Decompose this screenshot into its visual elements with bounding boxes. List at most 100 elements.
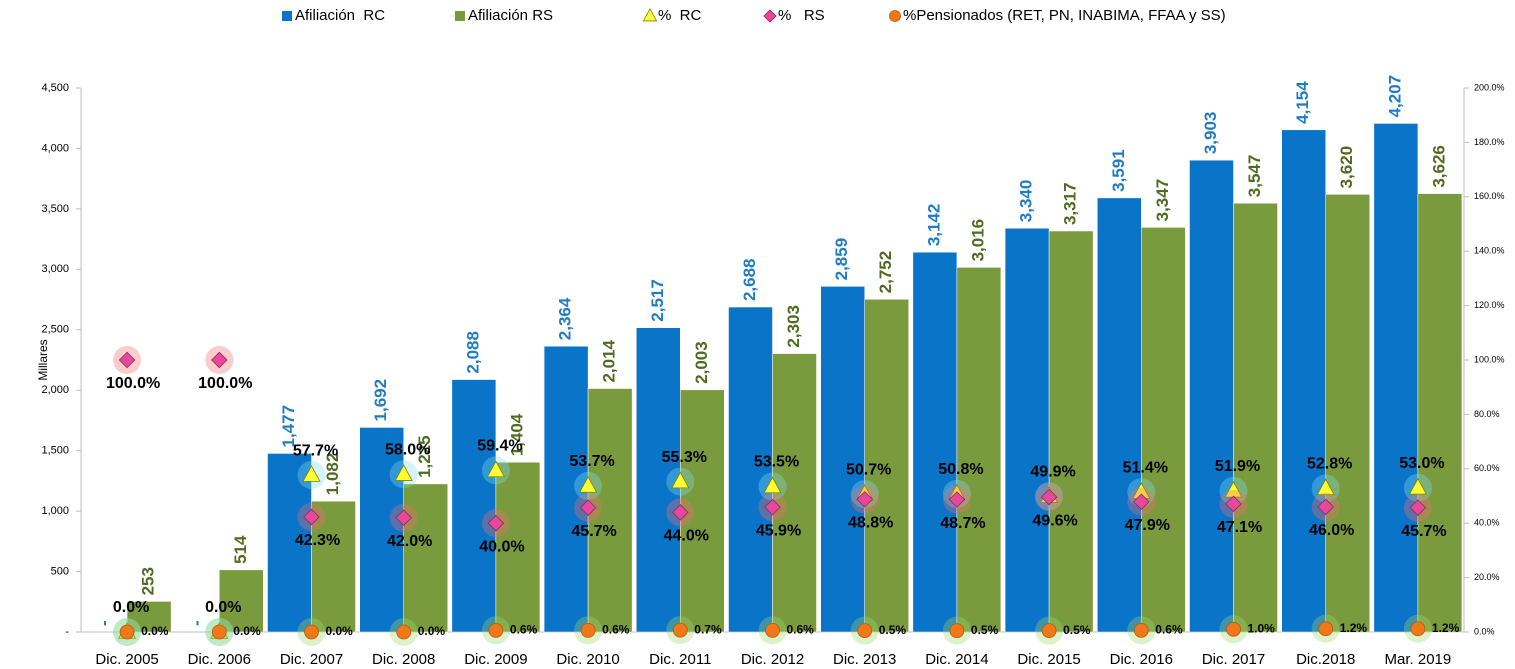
point-marker <box>486 460 505 478</box>
bar-value-label: 3,347 <box>1153 179 1172 222</box>
point-value-label: 47.1% <box>1217 519 1262 536</box>
point-value-label: 45.9% <box>756 522 801 539</box>
point-marker <box>764 498 781 516</box>
y2-tick-label: 120.0% <box>1474 300 1505 310</box>
point-marker <box>1133 493 1150 510</box>
x-tick-label: Dic. 2016 <box>1110 651 1173 668</box>
bar-value-label: 1,225 <box>415 435 434 478</box>
y-tick-label: 2,000 <box>41 384 69 396</box>
legend-label: % RS <box>778 7 825 24</box>
x-tick-label: Dic. 2017 <box>1202 651 1265 668</box>
point-value-label: 0.0% <box>233 624 261 638</box>
bar <box>636 327 681 633</box>
point-value-label: 49.9% <box>1030 463 1075 480</box>
point-value-label: 40.0% <box>479 538 524 555</box>
point-marker <box>671 471 690 489</box>
point-value-label: 0.6% <box>602 623 630 637</box>
x-tick-label: Dic.2018 <box>1296 651 1355 668</box>
point-marker <box>118 351 136 369</box>
point-value-label: 0.0% <box>205 599 241 616</box>
point-marker <box>857 623 873 639</box>
bar-value-label: 1,082 <box>323 453 342 496</box>
y-tick-label: 1,000 <box>41 505 69 517</box>
bar <box>1325 194 1370 633</box>
point-value-label: 45.7% <box>571 523 616 540</box>
bar-value-label: 2,859 <box>832 238 851 281</box>
legend-swatch <box>889 10 901 22</box>
bar <box>587 388 633 633</box>
point-value-label: 50.8% <box>938 461 983 478</box>
bar <box>1417 193 1463 633</box>
point-value-label: 0.6% <box>1155 623 1183 637</box>
bar <box>912 251 958 633</box>
bar <box>680 389 725 633</box>
y-tick-label: - <box>65 626 69 638</box>
point-marker <box>1408 477 1427 495</box>
bar <box>864 299 909 633</box>
bar-value-label: 2,688 <box>740 259 759 302</box>
legend-label: Afiliación RC <box>295 7 385 24</box>
point-marker <box>1410 621 1426 637</box>
bar-value-label: 2,303 <box>784 305 803 348</box>
y-tick-label: 1,500 <box>41 445 69 457</box>
bar <box>311 500 356 633</box>
point-marker <box>1316 478 1335 496</box>
x-tick-label: Dic. 2015 <box>1017 651 1080 668</box>
point-value-label: 1.0% <box>1248 621 1276 635</box>
point-marker <box>395 509 412 527</box>
legend-swatch <box>455 11 465 21</box>
bar <box>956 267 1002 633</box>
bar <box>495 462 541 633</box>
point-value-label: 57.7% <box>293 442 338 459</box>
point-value-label: 1.2% <box>1432 621 1460 635</box>
bar <box>359 427 404 633</box>
point-marker <box>1409 499 1427 516</box>
legend-label: Afiliación RS <box>468 7 553 24</box>
point-value-label: 58.0% <box>385 441 430 458</box>
point-marker <box>763 476 782 494</box>
x-tick-label: Dic. 2011 <box>649 651 711 668</box>
bar-value-label: 253 <box>139 567 158 595</box>
point-marker <box>487 514 505 532</box>
x-tick-label: Dic. 2007 <box>280 651 343 668</box>
point-marker <box>579 476 598 493</box>
point-marker <box>1225 495 1242 513</box>
bar-value-label: 514 <box>231 535 250 564</box>
bar-value-label: - <box>95 620 114 626</box>
bar-value-label: 2,003 <box>692 341 711 384</box>
y-axis-label: Millares <box>36 339 50 380</box>
bar <box>1373 123 1419 633</box>
y-tick-label: 3,500 <box>41 203 69 215</box>
bar-value-label: 2,014 <box>600 339 619 382</box>
bar <box>219 569 264 633</box>
point-marker <box>394 464 413 481</box>
bar <box>1048 230 1094 633</box>
point-value-label: 50.7% <box>846 461 891 478</box>
point-marker <box>856 490 873 508</box>
x-tick-label: Mar. 2019 <box>1385 651 1452 668</box>
x-tick-label: Dic. 2008 <box>372 651 435 668</box>
bar <box>403 483 448 633</box>
y2-tick-label: 140.0% <box>1474 246 1505 256</box>
bar <box>126 601 172 633</box>
bar <box>1233 202 1278 633</box>
point-value-label: 0.6% <box>787 623 815 637</box>
legend-swatch <box>763 9 777 23</box>
x-tick-label: Dic. 2013 <box>833 651 896 668</box>
bar-value-label: 3,016 <box>968 219 987 262</box>
point-marker <box>579 499 597 516</box>
y2-tick-label: 0.0% <box>1474 626 1495 636</box>
point-marker <box>488 622 504 638</box>
point-value-label: 1.2% <box>1340 621 1368 635</box>
point-marker <box>949 623 965 639</box>
point-value-label: 42.0% <box>387 533 432 550</box>
point-value-label: 51.4% <box>1123 459 1168 476</box>
y2-tick-label: 20.0% <box>1474 572 1500 582</box>
point-value-label: 0.0% <box>418 624 446 638</box>
point-marker <box>672 622 688 638</box>
point-marker <box>302 465 321 482</box>
point-marker <box>211 624 227 640</box>
point-value-label: 46.0% <box>1309 522 1354 539</box>
point-marker <box>948 491 966 508</box>
x-tick-label: Dic. 2014 <box>925 651 988 668</box>
